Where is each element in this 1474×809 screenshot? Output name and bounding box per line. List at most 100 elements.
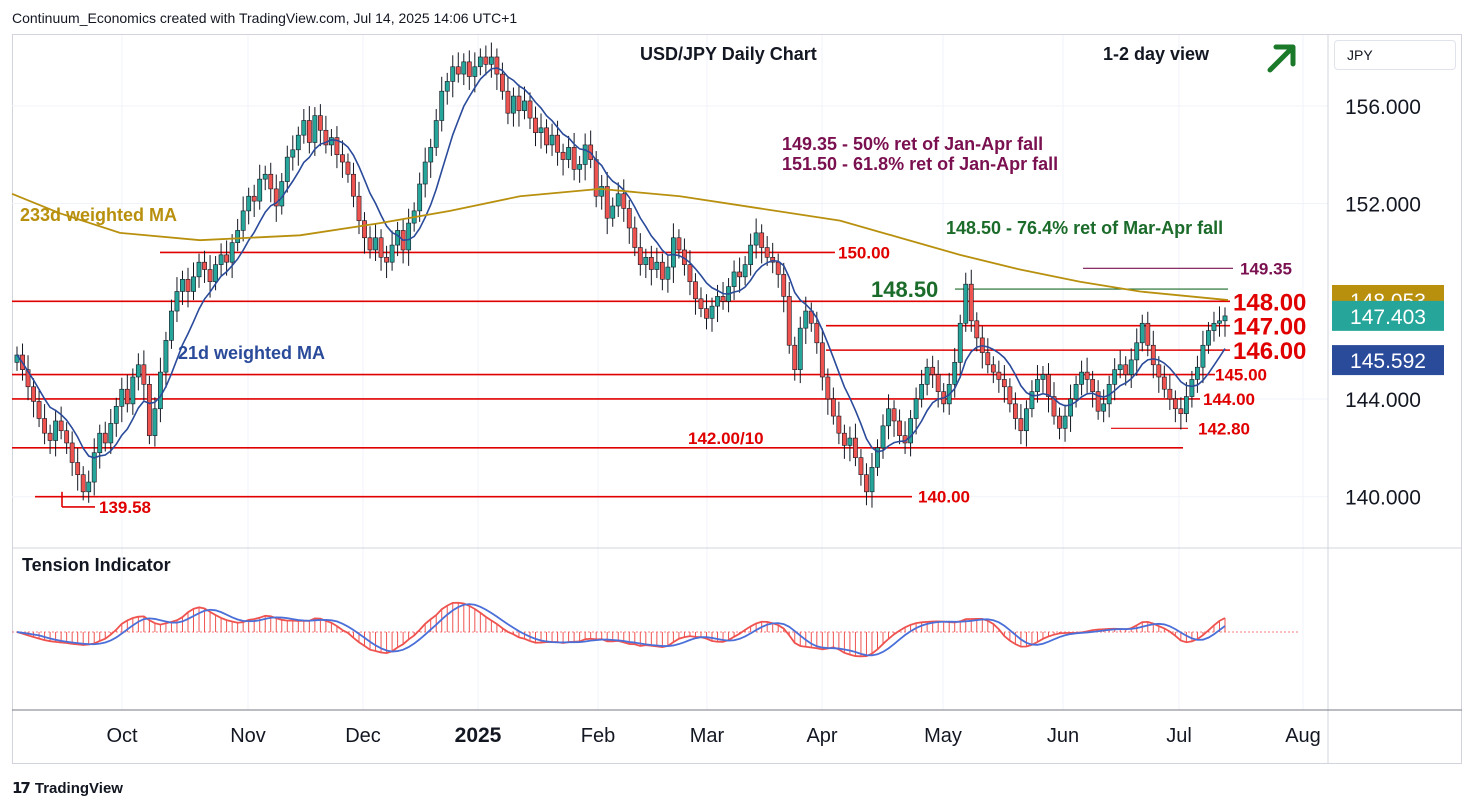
candle-body [312,115,318,143]
x-tick-label: Nov [230,725,266,747]
candle-body [91,452,97,483]
indicator-slow-line [16,603,1226,657]
candle-body [356,195,362,221]
candle-body [709,305,715,319]
candle-body [477,56,483,68]
candle-body [158,371,163,410]
candle-body [1139,322,1145,344]
x-tick-label: Dec [345,725,381,747]
candles [14,42,1228,508]
candle-body [185,278,191,292]
candle-body [351,173,356,197]
candle-body [417,183,423,212]
candle-body [1101,403,1107,412]
candle-body [599,186,605,197]
candle-body [113,406,119,424]
candle-body [42,418,47,434]
candle-body [632,227,638,248]
candle-body [317,115,323,131]
x-tick-label: Aug [1285,725,1321,747]
candle-body [97,432,103,454]
candle-body [693,281,698,300]
candle-body [549,134,555,146]
ma233-label: 233d weighted MA [20,205,177,225]
x-tick-label: Jul [1166,725,1192,747]
candle-body [830,398,836,417]
candle-body [1001,379,1007,388]
level-label-146: 146.00 [1233,338,1306,365]
candle-body [124,388,130,405]
candle-body [1222,315,1228,322]
y-tick-label: 156.000 [1345,96,1421,119]
candle-body [1035,379,1040,392]
candle-body [864,474,869,493]
candle-body [676,237,682,251]
tradingview-logo[interactable]: 17 TradingView [12,779,123,797]
candle-body [930,366,936,375]
candle-body [792,344,798,370]
candle-body [1156,364,1162,378]
candle-body [1161,376,1167,390]
candle-body [86,481,92,493]
candle-body [764,247,770,258]
candle-body [213,264,218,283]
x-tick-label: Apr [806,725,837,747]
candle-body [334,137,340,156]
candle-body [1090,379,1096,392]
annotation-50-ret: 149.35 - 50% ret of Jan-Apr fall [782,134,1043,154]
candle-body [952,362,958,385]
candle-body [853,437,858,458]
candle-body [770,256,776,263]
candle-body [571,147,577,170]
ma233-line [11,187,1229,301]
time-axis: Oct Nov Dec 2025 Feb Mar Apr May Jun Jul Aug [106,724,1320,747]
candle-body [847,437,853,446]
candle-body [527,100,533,119]
candle-body [720,296,726,302]
candle-body [974,320,980,339]
candle-body [555,134,560,153]
candle-body [483,56,489,65]
candle-body [306,120,312,143]
candle-body [1167,388,1173,400]
x-tick-label: Jun [1047,725,1079,747]
candle-body [737,271,742,278]
candle-body [814,322,820,344]
x-tick-label: May [924,725,962,747]
level-label-140: 140.00 [918,488,970,507]
candle-body [1018,418,1024,432]
candle-body [1206,330,1211,346]
candle-body [626,208,632,229]
candle-body [604,186,610,219]
candle-body [163,340,169,373]
candle-body [191,276,196,292]
candle-body [819,342,825,378]
candle-body [825,376,831,400]
candle-body [1046,374,1051,397]
candle-body [229,242,235,263]
x-tick-label: Oct [106,725,138,747]
symbol-box[interactable]: JPY [1334,40,1456,70]
candle-body [268,173,274,190]
candle-body [560,151,566,160]
price-tag-label: 145.592 [1350,350,1426,373]
candle-body [1117,364,1123,370]
candle-body [963,283,969,324]
candle-body [566,147,571,160]
candle-body [1217,320,1222,324]
candle-body [119,388,125,407]
candle-body [648,256,654,270]
candle-body [235,230,241,243]
candle-body [671,237,676,268]
ma21-label: 21d weighted MA [178,343,325,363]
candle-body [1084,371,1090,380]
level-label-142: 142.00/10 [688,429,764,448]
candle-body [775,261,781,275]
arrow-shaft [1267,45,1295,73]
candle-body [1200,344,1206,368]
candle-body [1195,366,1200,380]
candle-body [406,222,412,251]
candle-body [1024,408,1029,432]
candle-body [1051,396,1057,417]
moving-averages [11,67,1229,459]
